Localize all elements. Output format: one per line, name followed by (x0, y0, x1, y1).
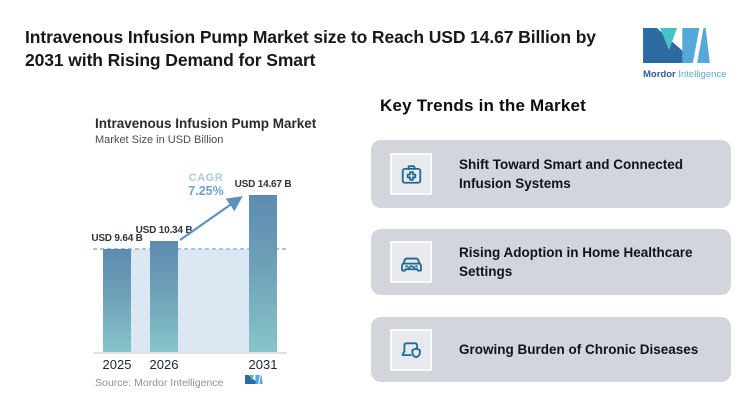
x-axis-line (93, 352, 287, 354)
laptop-shield-icon (401, 342, 421, 359)
cagr-label: CAGR (188, 172, 224, 184)
bar-value-label: USD 10.34 B (135, 225, 193, 237)
bar-chart-plot: USD 9.64 B USD 10.34 B USD 14.67 B CAGR … (91, 160, 292, 352)
bar-group: USD 14.67 B (235, 160, 292, 352)
key-trends-heading: Key Trends in the Market (380, 96, 587, 115)
bar-group: USD 9.64 B (91, 160, 143, 352)
page-title: Intravenous Infusion Pump Market size to… (25, 26, 637, 71)
bar-group: USD 10.34 B (136, 160, 193, 352)
x-axis-tick-label: 2026 (149, 357, 179, 372)
trend-text: Growing Burden of Chronic Diseases (459, 342, 699, 357)
bar (249, 194, 277, 352)
bar (150, 241, 178, 352)
mordor-intelligence-logo-icon (643, 28, 710, 63)
mordor-intelligence-mini-logo-icon (245, 375, 263, 385)
cagr-value: 7.25% (188, 184, 224, 198)
bar-value-label: USD 14.67 B (234, 178, 292, 190)
car-icon (400, 257, 422, 272)
trend-icon-box (390, 328, 432, 371)
trend-text: Rising Adoption in Home Healthcare Setti… (459, 245, 693, 279)
trend-card: Shift Toward Smart and Connected Infusio… (371, 140, 731, 208)
bar-value-label: USD 9.64 B (91, 232, 143, 244)
cagr-annotation: CAGR 7.25% (177, 172, 235, 198)
trend-card: Rising Adoption in Home Healthcare Setti… (371, 229, 731, 295)
medical-kit-icon (401, 164, 421, 184)
baseline-band (103, 248, 271, 352)
page-title-line-2: 2031 with Rising Demand for Smart (25, 49, 316, 70)
trend-card: Growing Burden of Chronic Diseases (371, 317, 731, 382)
chart-title: Intravenous Infusion Pump Market (95, 116, 317, 131)
growth-arrow-icon (179, 196, 243, 241)
brand-name-primary: Mordor (643, 69, 676, 80)
bar (103, 248, 131, 352)
brand-logo: Mordor Intelligence (643, 28, 727, 80)
trend-icon-box (390, 153, 432, 195)
chart-source: Source: Mordor Intelligence (95, 377, 224, 389)
baseline-dashed-line (93, 247, 287, 250)
trend-icon-box (390, 241, 432, 283)
brand-wordmark: Mordor Intelligence (643, 69, 727, 80)
trend-text: Shift Toward Smart and Connected Infusio… (459, 157, 684, 191)
chart-subtitle: Market Size in USD Billion (95, 134, 224, 146)
brand-name-secondary: Intelligence (678, 69, 727, 80)
x-axis-tick-label: 2031 (248, 357, 278, 372)
page-title-line-1: Intravenous Infusion Pump Market size to… (25, 27, 596, 47)
x-axis-tick-label: 2025 (102, 357, 132, 372)
